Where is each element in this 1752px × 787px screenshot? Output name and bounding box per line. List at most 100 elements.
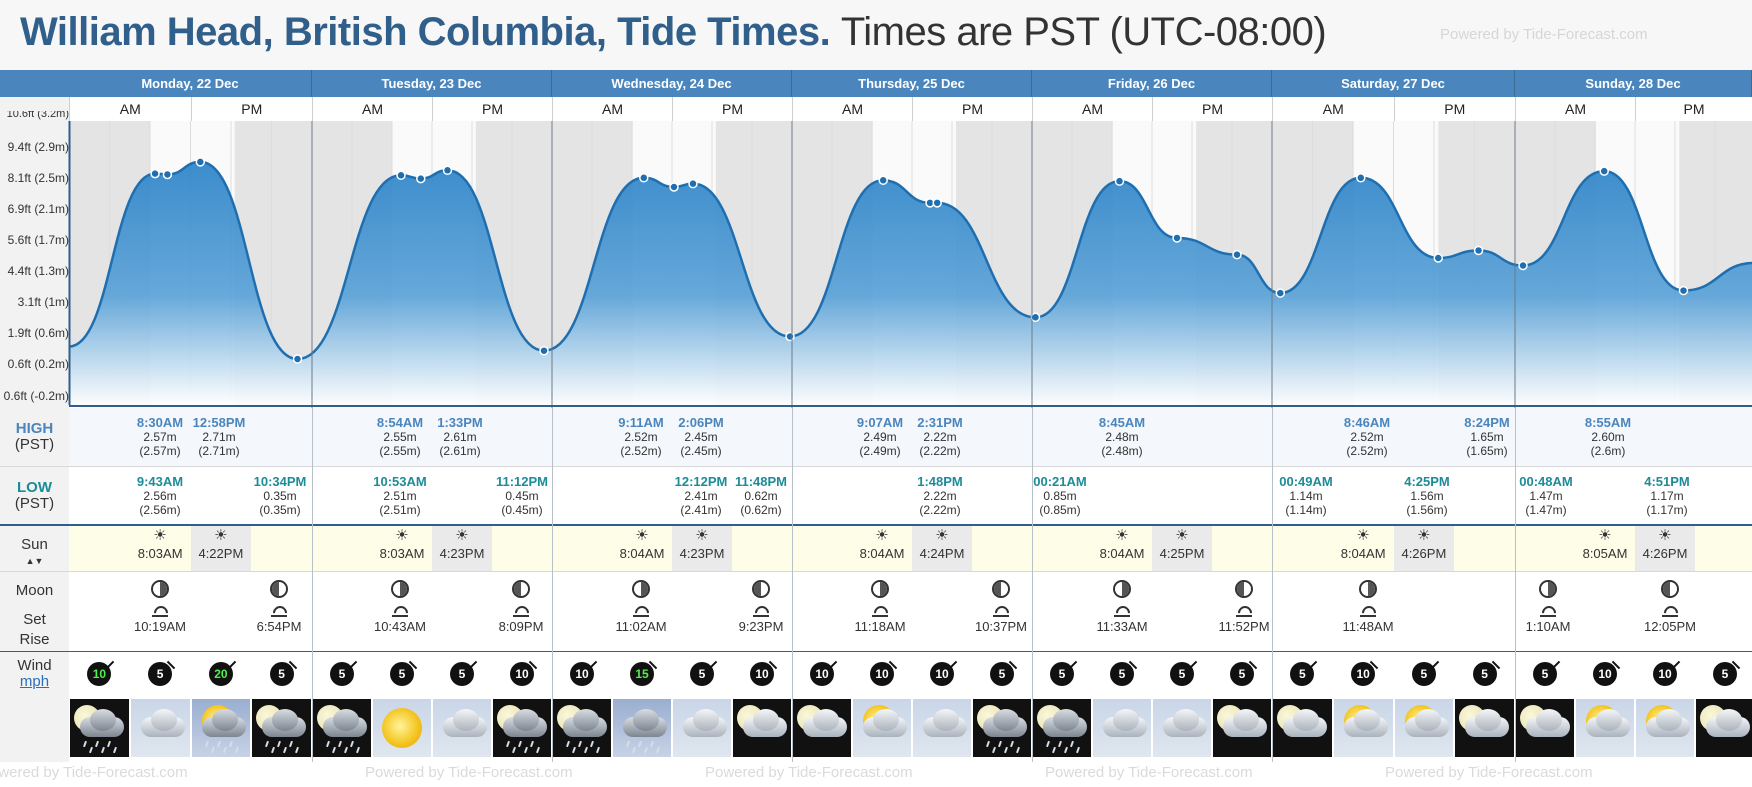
high-tide-time: 8:30AM <box>136 415 184 430</box>
rain-drop-icon <box>530 740 534 748</box>
low-tide-time: 9:43AM <box>136 474 184 489</box>
pm-label: PM <box>1152 97 1272 121</box>
weather-icon-day-cloud <box>130 699 190 757</box>
moon-cell: 10:19AM <box>130 578 190 634</box>
tide-line <box>68 160 1752 361</box>
y-tick-label: 0.6ft (0.2m) <box>7 357 69 371</box>
moon-cell: 11:52PM <box>1214 578 1274 634</box>
sunset-time: 4:25PM <box>1159 546 1205 561</box>
day-header: Thursday, 25 Dec <box>792 70 1032 97</box>
day-header: Friday, 26 Dec <box>1032 70 1272 97</box>
rain-drop-icon <box>1052 746 1056 754</box>
cloud-icon <box>1414 709 1441 731</box>
high-tide-time: 8:46AM <box>1343 415 1391 430</box>
watermark-text: Powered by Tide-Forecast.com <box>365 764 573 781</box>
rain-drop-icon <box>998 740 1002 748</box>
timezone-label: Times are PST (UTC-08:00) <box>840 10 1327 54</box>
row-divider <box>0 571 1752 572</box>
wind-unit-link[interactable]: mph <box>19 673 50 690</box>
wind-speed-badge: 5 <box>390 662 414 686</box>
rain-drop-icon <box>326 740 330 748</box>
moon-row <box>69 572 1752 650</box>
tide-area <box>69 161 1752 405</box>
moon-label: Moon <box>15 582 54 599</box>
rain-drop-icon <box>1076 746 1080 754</box>
sunrise-icon: ☀ <box>395 527 409 544</box>
weather-icon-day-sun-cloud <box>853 699 911 757</box>
y-tick-label: 1.9ft (0.6m) <box>7 326 69 340</box>
sunrise-cell: ☀ 8:03AM <box>372 526 432 571</box>
high-tide-height: 2.57m <box>143 430 177 444</box>
wind-speed-badge: 10 <box>870 662 894 686</box>
high-tide-height: 2.60m <box>1591 430 1625 444</box>
tide-extreme-point <box>1473 245 1484 256</box>
sunrise-time: 8:03AM <box>379 546 425 561</box>
moon-cell: 6:54PM <box>249 578 309 634</box>
low-tide-time: 00:21AM <box>1033 474 1087 489</box>
cloud-icon <box>150 709 177 731</box>
sunset-cell: ☀ 4:26PM <box>1393 526 1454 571</box>
moonrise-time: 11:18AM <box>854 619 906 634</box>
rain-drop-icon <box>524 746 528 754</box>
sunset-time: 4:26PM <box>1642 546 1688 561</box>
low-tide-entry: 00:21AM 0.85m (0.85m) <box>1030 474 1090 518</box>
tide-extreme-point <box>1678 285 1689 296</box>
cloud-icon <box>1353 709 1380 731</box>
cloud-icon <box>1053 709 1079 731</box>
moon-phase-shadow <box>1122 582 1129 596</box>
low-tide-time: 12:12PM <box>674 474 728 489</box>
tide-extreme-point <box>150 168 160 179</box>
label-column <box>0 70 69 762</box>
low-tide-height-paren: (0.62m) <box>740 503 782 517</box>
sun-icon <box>382 708 422 748</box>
sunset-cell: ☀ 4:23PM <box>432 526 492 571</box>
weather-icon-day-cloud <box>913 699 971 757</box>
low-tide-entry: 9:43AM 2.56m (2.56m) <box>130 474 190 518</box>
tide-extreme-point <box>416 173 426 184</box>
moonrise-icon <box>753 606 769 617</box>
tide-extreme-point <box>162 169 173 180</box>
day-column-separator <box>1515 408 1516 762</box>
weather-icon-night-rain <box>252 699 311 757</box>
sunset-icon: ☀ <box>1658 527 1672 544</box>
sunrise-icon: ☀ <box>1115 527 1129 544</box>
moon-cell: 12:05PM <box>1640 578 1700 634</box>
rain-drop-icon <box>277 740 282 748</box>
wind-speed-badge: 10 <box>1593 662 1617 686</box>
weather-icon-night-rain <box>1033 699 1091 757</box>
weather-icon-night-rain <box>553 699 611 757</box>
cloud-icon <box>1173 709 1199 731</box>
rain-drop-icon <box>1070 740 1074 748</box>
moonrise-icon <box>513 606 529 617</box>
moon-cell: 10:37PM <box>971 578 1031 634</box>
moon-phase-icon <box>871 580 889 598</box>
day-column-separator <box>312 408 313 762</box>
wind-speed-badge: 15 <box>630 662 654 686</box>
sunrise-icon: ☀ <box>1598 527 1612 544</box>
low-tide-height-paren: (2.56m) <box>139 503 181 517</box>
high-tide-height: 2.45m <box>684 430 718 444</box>
high-tide-height-paren: (2.52m) <box>1346 444 1388 458</box>
high-tide-height: 2.22m <box>923 430 957 444</box>
rain-drop-icon <box>638 740 642 748</box>
rain-drop-icon <box>83 740 87 748</box>
low-tide-entry: 11:12PM 0.45m (0.45m) <box>492 475 552 518</box>
high-label: HIGH <box>15 420 54 437</box>
rain-drop-icon <box>228 740 233 748</box>
low-tide-height: 1.47m <box>1529 489 1563 503</box>
sunset-cell: ☀ 4:25PM <box>1152 526 1212 571</box>
low-tide-height-paren: (0.85m) <box>1039 503 1081 517</box>
rain-drop-icon <box>1016 746 1020 754</box>
moon-phase-icon <box>1235 580 1253 598</box>
low-tide-height-paren: (2.51m) <box>379 503 421 517</box>
watermark-text: Powered by Tide-Forecast.com <box>1045 764 1253 781</box>
high-tide-entry: 2:06PM 2.45m (2.45m) <box>671 416 731 459</box>
moonrise-time: 10:19AM <box>133 619 187 634</box>
day-header: Saturday, 27 Dec <box>1272 70 1515 97</box>
day-column-separator <box>552 408 553 762</box>
sunrise-time: 8:04AM <box>1099 546 1145 561</box>
low-tide-height-paren: (1.56m) <box>1406 503 1448 517</box>
sunrise-cell: ☀ 8:04AM <box>852 526 912 571</box>
high-tide-entry: 12:58PM 2.71m (2.71m) <box>189 416 249 459</box>
header-corner <box>0 70 69 97</box>
